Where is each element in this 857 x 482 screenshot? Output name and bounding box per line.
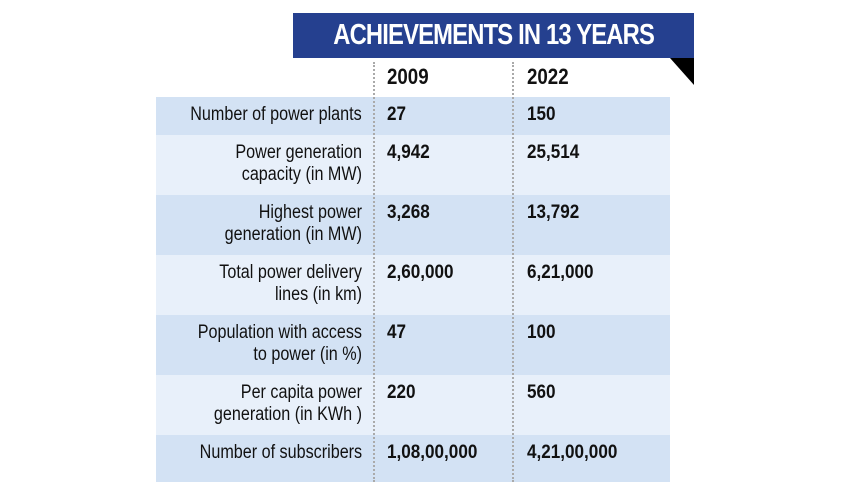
value-2022: 25,514 bbox=[527, 142, 580, 163]
table-row: Number of subscribers 1,08,00,000 4,21,0… bbox=[156, 435, 670, 482]
value-2022: 4,21,00,000 bbox=[527, 442, 618, 463]
row-label: Power generation capacity (in MW) bbox=[235, 142, 362, 185]
column-divider bbox=[512, 62, 514, 482]
table-row: Highest power generation (in MW) 3,268 1… bbox=[156, 195, 670, 255]
row-label: Number of subscribers bbox=[199, 442, 362, 463]
table-row: Population with access to power (in %) 4… bbox=[156, 315, 670, 375]
row-label: Total power delivery lines (in km) bbox=[219, 262, 362, 305]
value-2009: 4,942 bbox=[387, 142, 430, 163]
row-label: Number of power plants bbox=[190, 104, 362, 125]
column-header-2022: 2022 bbox=[527, 64, 569, 89]
value-2022: 150 bbox=[527, 104, 556, 125]
value-2009: 3,268 bbox=[387, 202, 430, 223]
value-2022: 560 bbox=[527, 382, 556, 403]
title: ACHIEVEMENTS IN 13 YEARS bbox=[333, 19, 655, 51]
column-header-2009: 2009 bbox=[387, 64, 429, 89]
row-label: Highest power generation (in MW) bbox=[224, 202, 362, 245]
table-row: Power generation capacity (in MW) 4,942 … bbox=[156, 135, 670, 195]
table-row: Per capita power generation (in KWh ) 22… bbox=[156, 375, 670, 435]
value-2009: 2,60,000 bbox=[387, 262, 454, 283]
row-label: Population with access to power (in %) bbox=[197, 322, 362, 365]
table-row: Number of power plants 27 150 bbox=[156, 97, 670, 135]
value-2009: 47 bbox=[387, 322, 407, 343]
banner-fold-decoration bbox=[670, 58, 694, 85]
value-2009: 1,08,00,000 bbox=[387, 442, 478, 463]
value-2022: 6,21,000 bbox=[527, 262, 594, 283]
value-2022: 13,792 bbox=[527, 202, 580, 223]
title-banner: ACHIEVEMENTS IN 13 YEARS bbox=[293, 13, 694, 58]
value-2009: 27 bbox=[387, 104, 407, 125]
achievements-table: Number of power plants 27 150 Power gener… bbox=[156, 97, 670, 482]
value-2009: 220 bbox=[387, 382, 416, 403]
column-divider bbox=[373, 62, 375, 482]
value-2022: 100 bbox=[527, 322, 556, 343]
table-row: Total power delivery lines (in km) 2,60,… bbox=[156, 255, 670, 315]
row-label: Per capita power generation (in KWh ) bbox=[213, 382, 362, 425]
